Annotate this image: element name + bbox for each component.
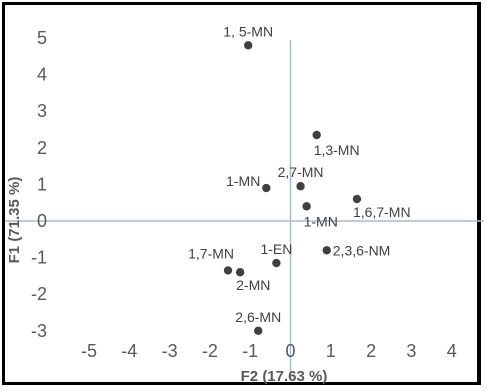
- data-point: [322, 246, 331, 255]
- x-tick-label: 1: [326, 341, 336, 361]
- x-axis-title: F2 (17.63 %): [241, 368, 328, 385]
- x-tick-label: 3: [406, 341, 416, 361]
- point-label: 1,7-MN: [188, 245, 234, 261]
- point-label: 2,3,6-NM: [333, 242, 391, 258]
- data-point: [296, 182, 305, 191]
- y-tick-labels: 5 4 3 2 1 0 -1 -2 -3: [31, 28, 47, 341]
- data-point: [262, 183, 271, 193]
- y-tick-label: -2: [31, 284, 47, 304]
- point-label: 1-MN: [226, 173, 260, 189]
- data-point: [235, 268, 245, 277]
- data-point: [272, 258, 281, 268]
- x-tick-label: -1: [242, 341, 258, 361]
- x-tick-label: 0: [285, 341, 295, 361]
- y-axis-title: F1 (71.35 %): [6, 177, 23, 264]
- data-point: [302, 202, 311, 211]
- data-point: [243, 41, 253, 50]
- y-tick-label: 3: [37, 101, 47, 121]
- axes: [5, 40, 484, 380]
- point-label: 2,6-MN: [235, 309, 281, 325]
- y-tick-label: -3: [31, 321, 47, 341]
- y-tick-label: 4: [37, 65, 47, 85]
- y-tick-label: 0: [37, 211, 47, 231]
- point-label: 2-MN: [236, 277, 270, 293]
- data-point: [312, 130, 321, 140]
- point-labels: 1, 5-MN 1,3-MN 1-MN 2,7-MN 1-MN 1,6,7-MN 2,3,6…: [188, 23, 410, 324]
- point-label: 1, 5-MN: [223, 23, 273, 39]
- y-tick-label: 1: [37, 174, 47, 194]
- point-label: 1,6,7-MN: [353, 204, 411, 220]
- x-tick-label: 4: [447, 341, 457, 361]
- x-tick-label: -4: [121, 341, 137, 361]
- point-label: 2,7-MN: [278, 164, 324, 180]
- x-tick-label: 2: [366, 341, 376, 361]
- point-label: 1,3-MN: [314, 142, 360, 158]
- y-tick-label: 5: [37, 28, 47, 48]
- data-point: [352, 194, 362, 204]
- x-tick-label: -5: [81, 341, 97, 361]
- data-points: [223, 41, 362, 335]
- data-point: [223, 266, 233, 275]
- y-tick-label: 2: [37, 138, 47, 158]
- point-label: 1-MN: [304, 213, 338, 229]
- point-label: 1-EN: [260, 241, 292, 257]
- y-tick-label: -1: [31, 248, 47, 268]
- x-tick-label: -2: [202, 341, 218, 361]
- chart-frame: [2, 2, 481, 385]
- x-tick-label: -3: [162, 341, 178, 361]
- data-point: [254, 326, 263, 335]
